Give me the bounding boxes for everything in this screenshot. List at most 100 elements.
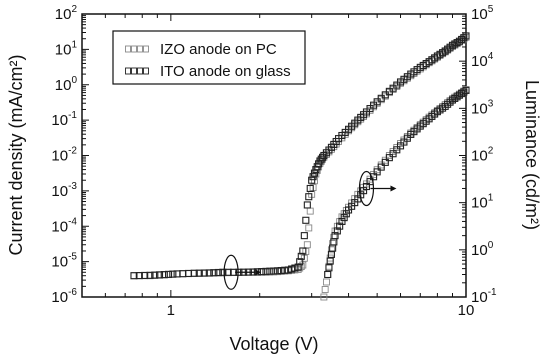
data-point	[294, 263, 302, 271]
data-point	[299, 247, 307, 255]
data-point	[277, 266, 285, 275]
data-point	[151, 271, 159, 279]
x-tick-label: 10	[458, 302, 475, 319]
y-right-tick-label: 100	[471, 240, 494, 259]
data-point	[160, 271, 168, 279]
x-axis-label: Voltage (V)	[229, 334, 318, 354]
data-point	[460, 34, 468, 42]
data-point	[297, 252, 305, 260]
data-point	[444, 100, 452, 108]
data-point	[321, 286, 329, 293]
data-point	[462, 86, 470, 94]
data-point	[322, 278, 330, 286]
data-point	[324, 270, 332, 279]
y-right-tick-label: 10-1	[471, 287, 497, 306]
data-point	[342, 210, 350, 218]
y-left-tick-label: 101	[55, 39, 78, 58]
data-point	[381, 158, 389, 166]
data-point	[303, 241, 311, 249]
y-axis-label-right: Luminance (cd/m²)	[522, 80, 541, 230]
annotation-arrow-head	[255, 269, 262, 276]
data-point	[200, 269, 208, 277]
y-left-tick-label: 10-4	[51, 216, 77, 235]
data-point	[205, 269, 213, 277]
y-right-tick-label: 105	[471, 4, 494, 23]
data-point	[389, 150, 397, 158]
y-axis-label-left: Current density (mA/cm²)	[6, 54, 26, 255]
data-point	[305, 193, 313, 201]
legend-items: IZO anode on PC ITO anode on glass	[125, 41, 291, 80]
y-left-tick-label: 10-3	[51, 181, 77, 200]
data-point	[214, 268, 222, 277]
annotation-layer	[223, 170, 397, 290]
legend-marker	[125, 45, 131, 53]
data-point	[300, 232, 308, 240]
legend-box	[112, 30, 306, 85]
data-point	[320, 293, 328, 301]
data-point	[326, 257, 334, 265]
y-left-tick-label: 10-1	[51, 110, 77, 129]
annotation-arrow-head	[390, 185, 397, 192]
y-left-tick-label: 10-2	[51, 146, 77, 165]
data-point	[274, 267, 282, 275]
y-right-tick-label: 103	[471, 98, 494, 117]
legend-marker	[125, 67, 131, 75]
y-right-tick-label: 101	[471, 193, 494, 212]
data-point	[385, 154, 393, 162]
data-point	[331, 232, 339, 240]
data-point	[306, 184, 314, 193]
data-point	[169, 270, 177, 278]
data-point	[377, 163, 385, 171]
data-point	[462, 32, 470, 40]
legend-marker	[143, 67, 149, 75]
data-point	[224, 268, 232, 276]
y-left-tick-label: 10-5	[51, 252, 77, 271]
legend-marker	[137, 67, 143, 75]
y-right-tick-label: 102	[471, 146, 494, 165]
data-point	[195, 269, 203, 277]
legend-marker	[131, 45, 137, 53]
data-point	[165, 270, 173, 278]
legend-label: IZO anode on PC	[160, 41, 277, 58]
series-luminance-3	[324, 86, 470, 279]
y-left-tick-label: 10-6	[51, 287, 77, 306]
data-point	[305, 224, 313, 232]
y-left-tick-label: 102	[55, 4, 78, 23]
legend-label: ITO anode on glass	[160, 63, 291, 80]
y-right-tick-label: 104	[471, 51, 494, 70]
data-point	[460, 88, 468, 96]
data-point	[325, 264, 333, 272]
legend-marker	[131, 67, 137, 75]
y-left-tick-label: 100	[55, 75, 78, 94]
data-point	[302, 216, 310, 224]
data-point	[338, 217, 346, 225]
data-point	[266, 267, 274, 275]
legend-marker	[137, 45, 143, 53]
data-point	[373, 168, 381, 176]
data-point	[270, 267, 278, 275]
series-current_density-1	[130, 32, 470, 280]
data-point	[441, 47, 449, 55]
data-point	[319, 153, 327, 161]
data-point	[135, 272, 143, 280]
legend: IZO anode on PC ITO anode on glass	[112, 30, 306, 85]
data-point	[333, 227, 341, 235]
data-point	[210, 269, 218, 277]
data-point	[303, 201, 311, 209]
data-point	[446, 98, 454, 106]
data-point	[393, 146, 401, 154]
data-point	[141, 271, 149, 279]
data-point	[444, 45, 452, 53]
series-layer	[130, 32, 470, 301]
data-point	[155, 271, 164, 279]
data-point	[281, 266, 289, 274]
x-tick-label: 1	[167, 302, 175, 319]
data-point	[362, 182, 371, 191]
data-point	[340, 214, 348, 222]
data-point	[370, 173, 378, 181]
data-point	[296, 258, 304, 266]
data-point	[219, 268, 227, 276]
data-point	[336, 222, 344, 230]
